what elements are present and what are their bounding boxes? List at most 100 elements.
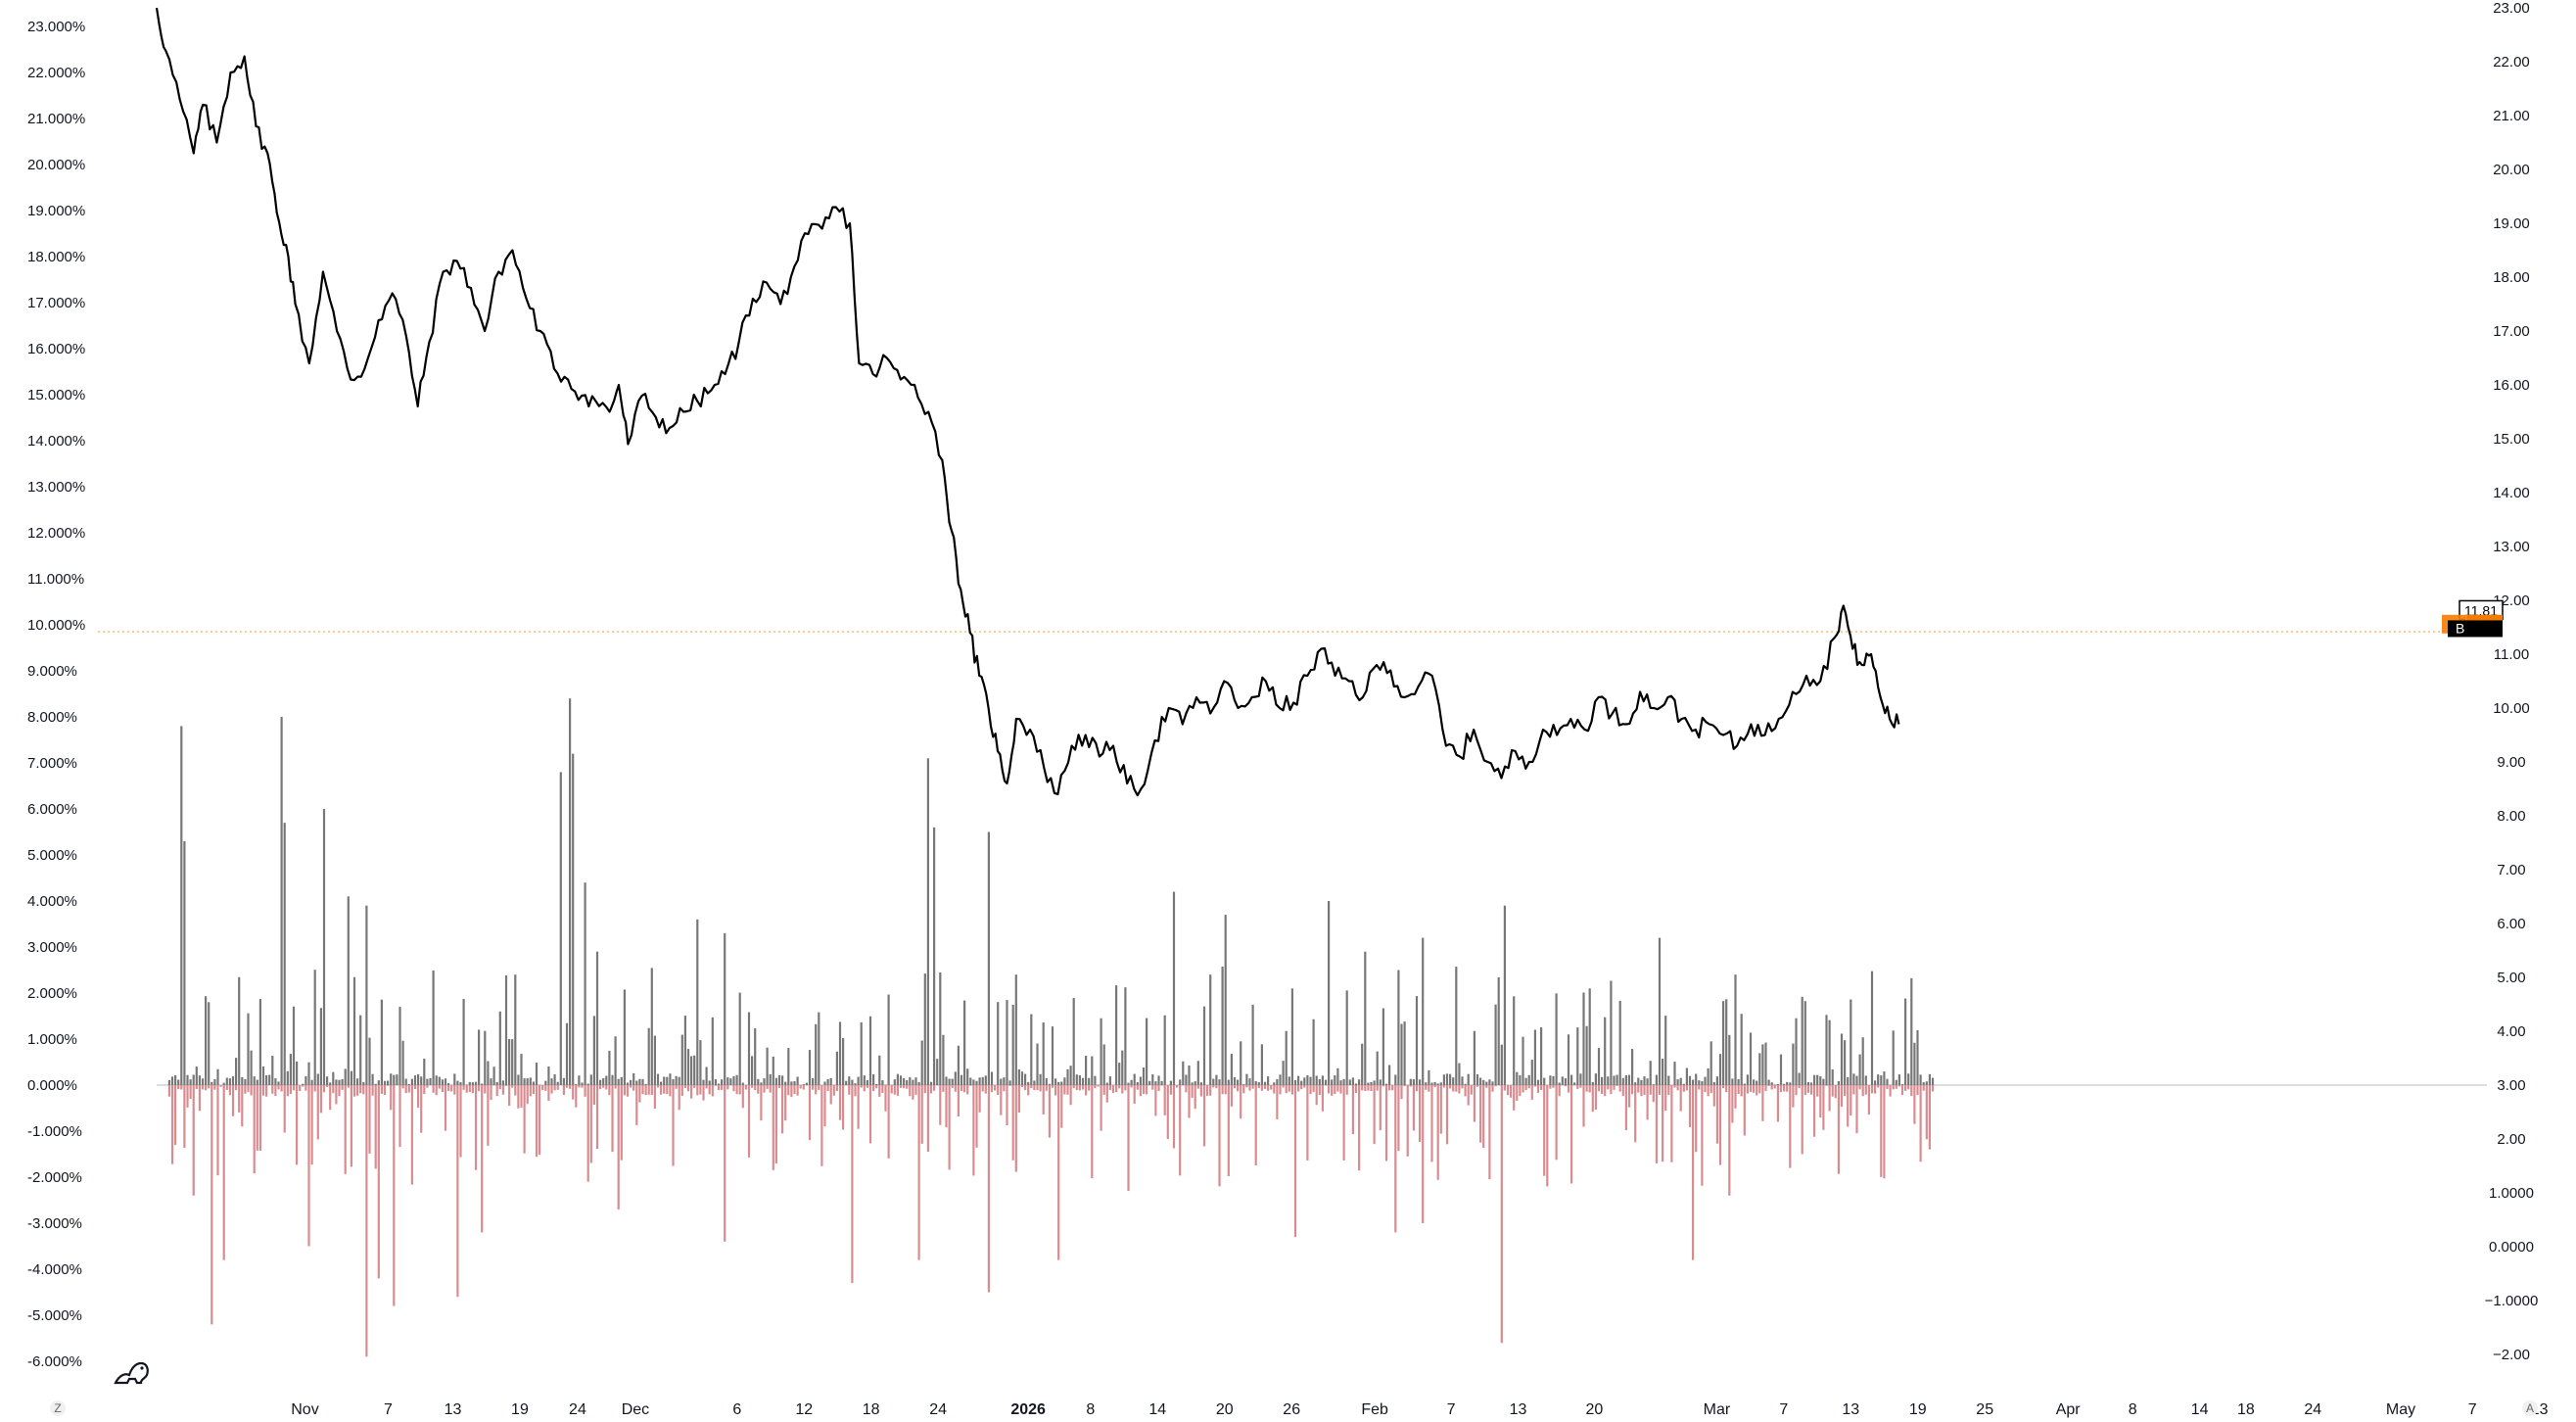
positive-bar bbox=[1897, 1074, 1900, 1085]
negative-bar bbox=[738, 1085, 741, 1095]
positive-bar bbox=[854, 1083, 857, 1085]
positive-bar bbox=[1861, 1037, 1864, 1085]
positive-bar bbox=[1770, 1082, 1773, 1085]
negative-bar bbox=[744, 1085, 747, 1090]
negative-bar bbox=[1461, 1085, 1464, 1089]
negative-bar bbox=[1290, 1085, 1293, 1095]
negative-bar bbox=[1718, 1085, 1722, 1165]
negative-bar bbox=[1634, 1085, 1637, 1143]
negative-bar bbox=[721, 1085, 724, 1090]
positive-bar bbox=[1467, 1073, 1470, 1085]
negative-bar bbox=[1118, 1085, 1121, 1089]
negative-bar bbox=[1883, 1085, 1886, 1179]
positive-bar bbox=[917, 1081, 920, 1085]
positive-bar bbox=[216, 1068, 219, 1085]
negative-bar bbox=[258, 1085, 261, 1151]
negative-bar bbox=[1276, 1085, 1279, 1119]
positive-bar bbox=[1904, 998, 1907, 1085]
negative-bar bbox=[390, 1085, 393, 1111]
negative-bar bbox=[547, 1085, 550, 1102]
positive-bar bbox=[170, 1076, 174, 1085]
positive-bar bbox=[969, 1077, 972, 1085]
positive-bar bbox=[1449, 1073, 1452, 1085]
negative-bar bbox=[1467, 1085, 1470, 1106]
negative-bar bbox=[1673, 1085, 1676, 1088]
positive-bar bbox=[1822, 1078, 1825, 1085]
negative-bar bbox=[1597, 1085, 1601, 1092]
negative-bar bbox=[623, 1085, 626, 1096]
positive-bar bbox=[393, 1074, 396, 1085]
negative-bar bbox=[641, 1085, 644, 1095]
right-axis[interactable]: 23.00 22.00 21.00 20.00 19.00 18.00 17.00 16.00… bbox=[2485, 0, 2539, 1363]
positive-bar bbox=[1877, 1074, 1880, 1085]
left-axis[interactable]: 23.000% 22.000% 21.000% 20.000% 19.000% 18.00… bbox=[27, 19, 85, 1370]
positive-bar bbox=[1248, 1078, 1251, 1085]
negative-bar bbox=[1643, 1085, 1646, 1095]
positive-bar bbox=[1558, 1082, 1561, 1085]
positive-bar bbox=[377, 1080, 380, 1085]
positive-bar bbox=[250, 1050, 253, 1085]
negative-bar bbox=[1063, 1085, 1066, 1095]
negative-bar bbox=[292, 1085, 296, 1091]
right-axis-tick-label: 1.0000 bbox=[2489, 1185, 2534, 1202]
positive-bar bbox=[407, 1083, 410, 1085]
negative-bar bbox=[1764, 1085, 1767, 1092]
negative-bar bbox=[912, 1085, 914, 1100]
positive-bar bbox=[1840, 1033, 1844, 1085]
positive-bar bbox=[501, 1080, 504, 1085]
negative-bar bbox=[981, 1085, 984, 1092]
negative-bar bbox=[426, 1085, 429, 1088]
negative-bar bbox=[732, 1085, 735, 1092]
positive-bar bbox=[1844, 1040, 1847, 1085]
positive-bar bbox=[241, 1076, 244, 1085]
positive-bar bbox=[511, 1039, 514, 1085]
negative-bar bbox=[198, 1085, 201, 1112]
positive-bar bbox=[914, 1077, 917, 1085]
negative-bar bbox=[1473, 1085, 1475, 1122]
positive-bar bbox=[957, 1045, 960, 1085]
positive-bar bbox=[1792, 1043, 1795, 1085]
positive-bar bbox=[1494, 1004, 1497, 1085]
negative-bar bbox=[1091, 1085, 1094, 1179]
negative-bar bbox=[575, 1085, 578, 1108]
positive-bar bbox=[1734, 974, 1737, 1085]
positive-bar bbox=[632, 1072, 635, 1085]
negative-bar bbox=[1306, 1085, 1309, 1161]
negative-bar bbox=[711, 1085, 714, 1097]
corner-left-button[interactable]: Z bbox=[50, 1400, 66, 1416]
positive-bar bbox=[523, 1078, 526, 1085]
positive-bar bbox=[906, 1080, 909, 1085]
positive-bar bbox=[569, 698, 572, 1085]
positive-bar bbox=[1127, 1082, 1130, 1085]
negative-bar bbox=[1725, 1085, 1728, 1093]
negative-bar bbox=[860, 1085, 863, 1088]
negative-bar bbox=[812, 1085, 815, 1090]
positive-bar bbox=[1442, 1074, 1445, 1085]
corner-right-button[interactable]: A bbox=[2522, 1400, 2538, 1416]
negative-bar bbox=[1767, 1085, 1770, 1086]
positive-bar bbox=[899, 1075, 903, 1085]
negative-bar bbox=[1060, 1085, 1063, 1128]
x-axis[interactable]: Nov 7 13 19 24 Dec 6 12 18 24 2026 8 14 20 26 Feb 7 13 20 M… bbox=[291, 1401, 2576, 1418]
negative-bar bbox=[1601, 1085, 1604, 1095]
positive-bar bbox=[726, 1077, 729, 1085]
negative-bar bbox=[432, 1085, 435, 1093]
negative-bar bbox=[1822, 1085, 1825, 1130]
positive-bar bbox=[1588, 988, 1591, 1085]
negative-bar bbox=[1570, 1085, 1573, 1184]
positive-bar bbox=[696, 919, 699, 1085]
positive-bar bbox=[1215, 1074, 1218, 1085]
positive-bar bbox=[578, 1075, 581, 1085]
negative-bar bbox=[1282, 1085, 1285, 1088]
positive-bar bbox=[1461, 1076, 1464, 1085]
negative-bar bbox=[1270, 1085, 1273, 1090]
positive-bar bbox=[717, 1083, 721, 1085]
negative-bar bbox=[1552, 1085, 1555, 1088]
negative-bar bbox=[917, 1085, 920, 1260]
positive-bar bbox=[1033, 1080, 1036, 1085]
positive-bar bbox=[453, 1073, 456, 1085]
positive-bar bbox=[498, 1011, 501, 1085]
positive-bar bbox=[1020, 1071, 1024, 1085]
positive-bar bbox=[208, 1002, 211, 1085]
positive-bar bbox=[1488, 1079, 1491, 1085]
